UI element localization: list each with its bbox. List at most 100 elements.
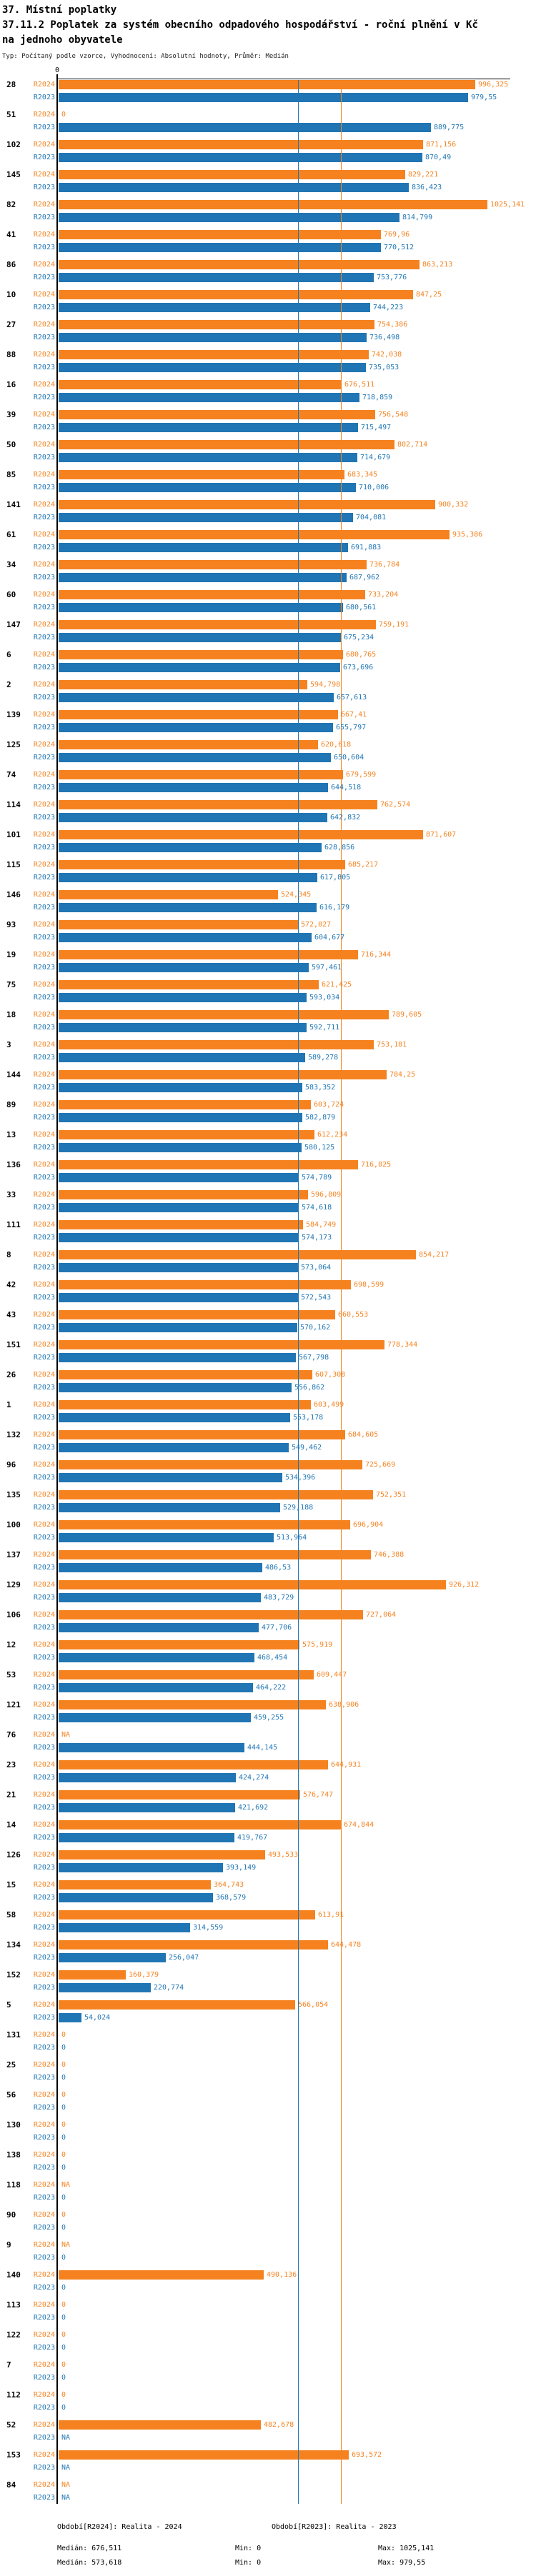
group-id-label: 51: [6, 110, 16, 119]
value-label: 900,332: [438, 501, 469, 509]
value-label: 0: [61, 2061, 66, 2069]
value-label: 715,497: [361, 424, 392, 431]
value-label: 0: [61, 2391, 66, 2399]
series-label-r2023: R2023: [33, 1204, 55, 1212]
value-label: 572,027: [301, 921, 332, 929]
value-label: 603,724: [314, 1101, 344, 1109]
group-id-label: 28: [6, 80, 16, 89]
series-label-r2024: R2024: [33, 501, 55, 509]
value-label: 573,064: [301, 1264, 332, 1272]
bar-r2023: [59, 1623, 259, 1632]
bar-r2024: [59, 1430, 345, 1439]
value-label: 870,49: [425, 154, 452, 161]
series-label-r2024: R2024: [33, 891, 55, 899]
series-label-r2024: R2024: [33, 951, 55, 959]
series-label-r2024: R2024: [33, 1971, 55, 1979]
series-label-r2023: R2023: [33, 844, 55, 852]
bar-r2023: [59, 1233, 299, 1242]
series-label-r2024: R2024: [33, 2121, 55, 2129]
legend-median-2023: Medián: 573,618: [57, 2559, 122, 2567]
value-label: 926,312: [449, 1581, 480, 1589]
value-label: 847,25: [416, 291, 442, 299]
group-id-label: 144: [6, 1070, 21, 1079]
series-label-r2024: R2024: [33, 1581, 55, 1589]
value-label: 220,774: [154, 1984, 184, 1992]
series-label-r2023: R2023: [33, 124, 55, 131]
value-label: 680,765: [346, 651, 377, 659]
group-id-label: 114: [6, 800, 21, 809]
value-label: 744,223: [373, 304, 404, 311]
series-label-r2023: R2023: [33, 2014, 55, 2022]
value-label: 0: [61, 2121, 66, 2129]
series-label-r2023: R2023: [33, 994, 55, 1002]
series-label-r2024: R2024: [33, 1551, 55, 1559]
bar-r2023: [59, 1353, 296, 1362]
series-label-r2024: R2024: [33, 1131, 55, 1139]
series-label-r2024: R2024: [33, 771, 55, 779]
series-label-r2023: R2023: [33, 664, 55, 672]
bar-r2024: [59, 1850, 265, 1859]
value-label: 871,156: [426, 141, 457, 149]
legend-min-2023: Min: 0: [235, 2559, 262, 2567]
value-label: 698,599: [354, 1281, 384, 1289]
value-label: NA: [61, 2464, 71, 2472]
group-id-label: 141: [6, 500, 21, 509]
group-id-label: 53: [6, 1670, 16, 1679]
value-label: 524,345: [281, 891, 312, 899]
bar-r2023: [59, 1383, 292, 1392]
value-label: 718,859: [362, 394, 393, 401]
bar-r2023: [59, 1683, 253, 1692]
group-id-label: 145: [6, 170, 21, 179]
legend-period-2024: Období[R2024]: Realita - 2024: [57, 2523, 182, 2531]
bar-r2023: [59, 993, 307, 1002]
group-id-label: 19: [6, 950, 16, 959]
bar-r2024: [59, 1580, 446, 1589]
series-label-r2024: R2024: [33, 1851, 55, 1859]
bar-r2023: [59, 1293, 298, 1302]
axis-vertical-line: [56, 74, 58, 2504]
bar-r2024: [59, 2450, 349, 2460]
value-label: 482,678: [264, 2421, 294, 2429]
value-label: 529,188: [283, 1504, 314, 1512]
bar-r2024: [59, 590, 365, 599]
bar-r2023: [59, 1983, 151, 1992]
bar-r2024: [59, 290, 413, 299]
group-id-label: 130: [6, 2120, 21, 2130]
bar-r2023: [59, 1533, 274, 1542]
value-label: 603,499: [314, 1401, 344, 1409]
bar-r2024: [59, 530, 450, 539]
value-label: 368,579: [216, 1894, 247, 1902]
value-label: 421,692: [238, 1804, 269, 1812]
value-label: 553,178: [293, 1414, 324, 1422]
group-id-label: 137: [6, 1550, 21, 1559]
series-label-r2023: R2023: [33, 1534, 55, 1542]
bar-r2023: [59, 1773, 236, 1782]
value-label: 607,308: [315, 1371, 346, 1379]
value-label: 0: [61, 2164, 66, 2172]
series-label-r2024: R2024: [33, 2451, 55, 2459]
value-label: 644,931: [331, 1761, 362, 1769]
bar-r2024: [59, 980, 319, 989]
series-label-r2024: R2024: [33, 981, 55, 989]
series-label-r2023: R2023: [33, 1114, 55, 1122]
group-id-label: 126: [6, 1850, 21, 1859]
group-id-label: 131: [6, 2030, 21, 2040]
series-label-r2024: R2024: [33, 561, 55, 569]
group-id-label: 85: [6, 470, 16, 479]
bar-r2023: [59, 1833, 234, 1842]
bar-r2023: [59, 153, 422, 162]
value-label: 770,512: [384, 244, 415, 251]
value-label: 814,799: [402, 214, 433, 221]
series-label-r2024: R2024: [33, 1341, 55, 1349]
value-label: 424,274: [239, 1774, 269, 1782]
value-label: 594,798: [310, 681, 341, 689]
series-label-r2023: R2023: [33, 1324, 55, 1332]
value-label: NA: [61, 2241, 71, 2249]
group-id-label: 61: [6, 530, 16, 539]
report-title: 37.11.2 Poplatek za systém obecního odpa…: [2, 19, 478, 46]
series-label-r2023: R2023: [33, 964, 55, 972]
series-label-r2023: R2023: [33, 1954, 55, 1962]
group-id-label: 136: [6, 1160, 21, 1169]
bar-r2024: [59, 560, 367, 569]
value-label: 789,605: [392, 1011, 422, 1019]
